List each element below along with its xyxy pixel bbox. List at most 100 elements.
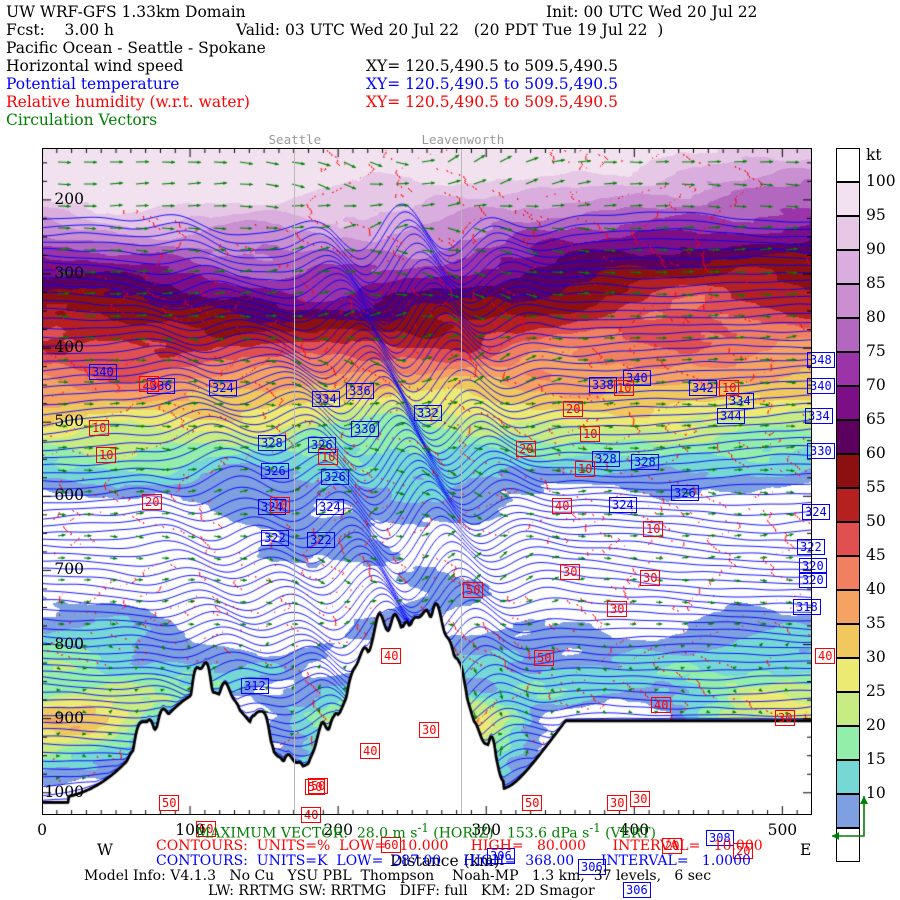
theta-contour-label: 318 — [793, 599, 821, 615]
theta-contour-label: 322 — [261, 530, 289, 546]
rh-contour-label: 10 — [96, 447, 117, 463]
theta-contour-label: 320 — [799, 558, 827, 574]
rh-contour-label: 10 — [318, 449, 339, 465]
rh-contour-label: 30 — [775, 710, 796, 726]
theta-contour-label: 326 — [308, 437, 336, 453]
rh-contour-label: 50 — [308, 778, 329, 794]
rh-contour-label: 30 — [419, 722, 440, 738]
rh-contour-label: 30 — [640, 570, 661, 586]
colorbar-swatch-0 — [836, 148, 860, 182]
rh-contour-label: 50 — [534, 650, 555, 666]
rh-contour-label: 40 — [552, 498, 573, 514]
colorbar-tick-25: 25 — [866, 682, 886, 700]
colorbar-tick-80: 80 — [866, 308, 886, 326]
colorbar-swatch-19 — [836, 794, 860, 828]
x-tick-300: 300 — [471, 821, 502, 839]
rh-contour-label: 20 — [662, 838, 683, 854]
y-tick-300: 300 — [54, 263, 84, 282]
east-marker: E — [800, 841, 812, 859]
theta-contour-label: 340 — [623, 370, 651, 386]
leavenworth-vertical-line — [461, 148, 463, 815]
theta-contour-label: 306 — [623, 882, 651, 898]
colorbar-tick-75: 75 — [866, 342, 886, 360]
theta-contour-label: 324 — [802, 504, 830, 520]
rh-contour-label: 60 — [381, 837, 402, 853]
rh-contour-label: 50 — [463, 582, 484, 598]
y-tick-400: 400 — [54, 338, 84, 357]
rh-contour-label: 50 — [159, 795, 180, 811]
colorbar-swatch-4 — [836, 284, 860, 318]
colorbar-swatch-9 — [836, 454, 860, 488]
y-tick-500: 500 — [54, 412, 84, 431]
theta-contour-label: 326 — [671, 485, 699, 501]
rh-contour-label: 10 — [614, 380, 635, 396]
colorbar-units: kt — [866, 146, 882, 164]
colorbar-tick-90: 90 — [866, 240, 886, 258]
header-valid-time: Valid: 03 UTC Wed 20 Jul 22 (20 PDT Tue … — [236, 21, 664, 39]
legend-rh-xy: XY= 120.5,490.5 to 509.5,490.5 — [366, 93, 618, 111]
legend-wind-xy: XY= 120.5,490.5 to 509.5,490.5 — [366, 57, 618, 75]
theta-contour-label: 328 — [592, 451, 620, 467]
x-tick-400: 400 — [619, 821, 650, 839]
theta-contour-label: 320 — [799, 572, 827, 588]
x-tick-500: 500 — [767, 821, 798, 839]
max-vector-end: (VERT) — [600, 825, 656, 842]
theta-contour-label: 322 — [307, 532, 335, 548]
legend-rh: Relative humidity (w.r.t. water) — [6, 93, 250, 111]
colorbar-swatch-3 — [836, 250, 860, 284]
theta-contour-label: 336 — [147, 378, 175, 394]
theta-contour-label: 342 — [689, 380, 717, 396]
colorbar-swatch-15 — [836, 658, 860, 692]
max-vector-exp1: -1 — [417, 821, 429, 835]
header-title: UW WRF-GFS 1.33km Domain — [6, 3, 246, 21]
legend-theta-xy: XY= 120.5,490.5 to 509.5,490.5 — [366, 75, 618, 93]
header-block: UW WRF-GFS 1.33km Domain Init: 00 UTC We… — [0, 0, 900, 140]
colorbar-swatch-7 — [836, 386, 860, 420]
theta-contour-label: 334 — [805, 408, 833, 424]
theta-contour-label: 326 — [321, 469, 349, 485]
theta-contour-label: 324 — [258, 499, 286, 515]
y-tick-700: 700 — [54, 560, 84, 579]
colorbar-swatch-12 — [836, 556, 860, 590]
west-marker: W — [97, 841, 113, 859]
theta-contour-label: 334 — [312, 391, 340, 407]
y-tick-900: 900 — [54, 708, 84, 727]
colorbar-swatch-17 — [836, 726, 860, 760]
colorbar-swatch-11 — [836, 522, 860, 556]
rh-contour-label: 20 — [139, 376, 160, 392]
model-info-line1: Model Info: V4.1.3 No Cu YSU PBL Thompso… — [84, 868, 712, 884]
colorbar-tick-45: 45 — [866, 546, 886, 564]
colorbar-tick-35: 35 — [866, 614, 886, 632]
colorbar-swatch-5 — [836, 318, 860, 352]
model-info-line2: LW: RRTMG SW: RRTMG DIFF: full KM: 2D Sm… — [208, 883, 595, 899]
rh-contour-label: 40 — [360, 743, 381, 759]
theta-contour-label: 328 — [631, 454, 659, 470]
y-tick-1000: 1000 — [44, 782, 84, 801]
x-tick-0: 0 — [37, 821, 47, 839]
legend-circ-vectors: Circulation Vectors — [6, 111, 158, 129]
rh-contour-label: 10 — [270, 497, 291, 513]
theta-contour-label: 336 — [346, 383, 374, 399]
rh-contour-label: 40 — [381, 648, 402, 664]
theta-contour-label: 330 — [807, 443, 835, 459]
y-tick-200: 200 — [54, 189, 84, 208]
cross-section-plot: 340 336 324 334 336 338 340 342 348 340 332 330 334 3… — [42, 148, 836, 898]
cross-section-canvas — [42, 148, 812, 815]
rh-contour-label: 20 — [516, 441, 537, 457]
rh-contour-label: 10 — [575, 461, 596, 477]
theta-contour-label: 344 — [717, 408, 745, 424]
colorbar-swatch-18 — [836, 760, 860, 794]
colorbar-tick-20: 20 — [866, 716, 886, 734]
theta-contour-label: 340 — [89, 364, 117, 380]
rh-contour-label: 30 — [630, 791, 651, 807]
colorbar-tick-10: 10 — [866, 784, 886, 802]
colorbar-tick-60: 60 — [866, 444, 886, 462]
rh-contour-label: 30 — [607, 795, 628, 811]
legend-wind-speed: Horizontal wind speed — [6, 57, 184, 75]
header-transect: Pacific Ocean - Seattle - Spokane — [6, 39, 266, 57]
header-init-time: Init: 00 UTC Wed 20 Jul 22 — [546, 3, 758, 21]
theta-contour-label: 328 — [258, 435, 286, 451]
legend-theta: Potential temperature — [6, 75, 180, 93]
rh-contour-label: 10 — [89, 420, 110, 436]
rh-contour-label: 40 — [301, 807, 322, 823]
